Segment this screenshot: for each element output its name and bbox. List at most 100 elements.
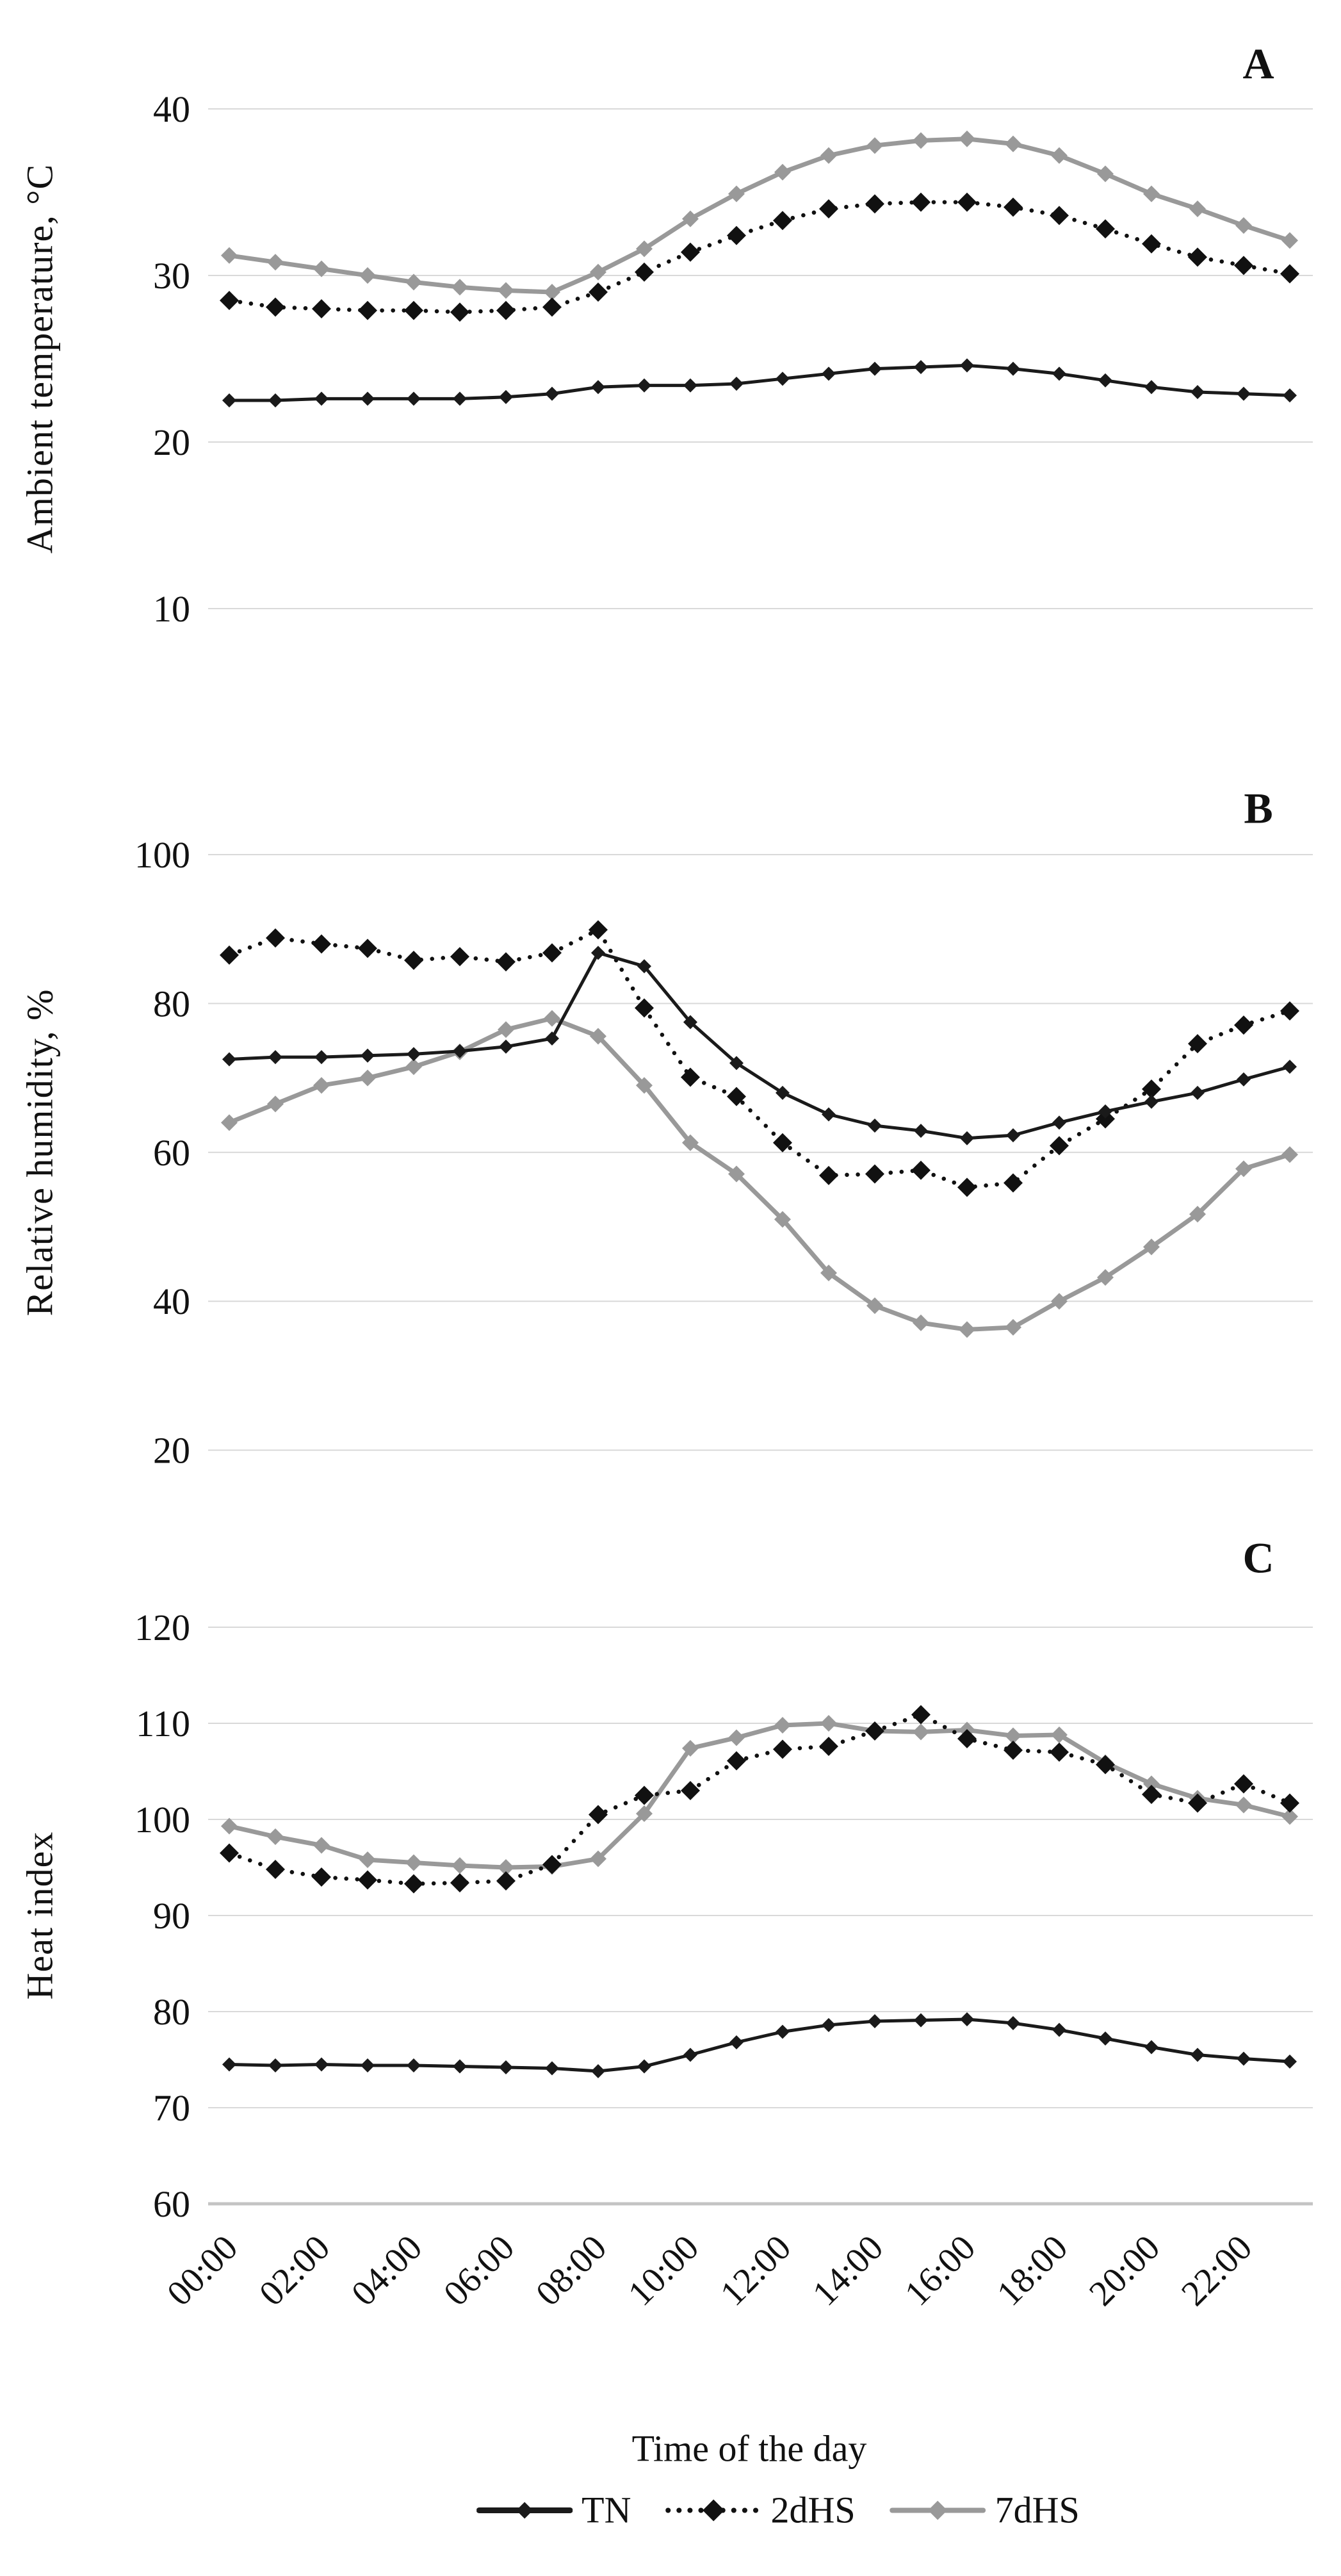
data-point-TN-03:00: [361, 2058, 375, 2072]
data-point-7dHS-23:00: [1281, 1146, 1298, 1163]
data-point-TN-14:00: [868, 2014, 882, 2028]
data-point-2dHS-09:00: [635, 998, 654, 1018]
data-point-TN-12:00: [776, 1085, 790, 1100]
data-point-7dHS-01:00: [267, 1095, 284, 1113]
data-point-7dHS-18:00: [1051, 147, 1068, 164]
data-point-2dHS-12:00: [773, 211, 792, 231]
data-point-2dHS-09:00: [635, 262, 654, 282]
data-point-2dHS-08:00: [589, 1805, 608, 1825]
data-point-7dHS-13:00: [820, 1715, 837, 1732]
data-point-7dHS-21:00: [1189, 201, 1206, 217]
series-markers-2dHS: [220, 920, 1299, 1197]
data-point-TN-03:00: [361, 1048, 375, 1063]
data-point-2dHS-07:00: [542, 297, 562, 317]
series-line-TN: [227, 363, 1292, 402]
data-point-2dHS-18:00: [1050, 1136, 1069, 1156]
data-point-7dHS-13:00: [820, 1265, 837, 1282]
data-point-TN-00:00: [222, 393, 236, 407]
data-point-7dHS-08:00: [590, 1028, 606, 1045]
data-point-2dHS-19:00: [1096, 1755, 1115, 1775]
x-tick-label-22:00: 22:00: [1174, 2227, 1260, 2313]
data-point-TN-05:00: [453, 1044, 467, 1058]
data-point-2dHS-23:00: [1280, 264, 1299, 284]
data-point-TN-01:00: [268, 1050, 282, 1065]
data-point-2dHS-05:00: [450, 302, 469, 322]
data-point-2dHS-14:00: [865, 1721, 884, 1741]
data-point-TN-19:00: [1098, 1104, 1112, 1119]
data-point-TN-15:00: [914, 2013, 928, 2028]
data-point-2dHS-15:00: [911, 1705, 931, 1725]
data-point-TN-01:00: [268, 393, 282, 407]
data-point-TN-06:00: [499, 2060, 513, 2074]
data-point-2dHS-22:00: [1234, 256, 1253, 275]
series-markers-TN: [222, 2012, 1297, 2078]
diamond-marker-icon: [703, 2499, 725, 2521]
series-markers-7dHS: [221, 130, 1298, 300]
data-point-TN-16:00: [960, 2012, 974, 2026]
data-point-7dHS-06:00: [498, 1859, 514, 1876]
x-tick-label-18:00: 18:00: [989, 2227, 1075, 2313]
y-tick-label: 30: [153, 255, 190, 297]
panel-a: 40 30 20 10: [153, 88, 1313, 630]
data-point-7dHS-01:00: [267, 254, 284, 271]
series-line-7dHS: [227, 1016, 1292, 1332]
x-axis-title: Time of the day: [631, 2427, 867, 2470]
data-point-7dHS-17:00: [1005, 1727, 1021, 1744]
x-tick-label-20:00: 20:00: [1082, 2227, 1167, 2313]
diamond-marker-icon: [516, 2502, 533, 2518]
y-tick-label: 110: [136, 1703, 190, 1744]
data-point-2dHS-10:00: [681, 242, 700, 262]
panel-letter-b: B: [1244, 783, 1273, 833]
data-point-7dHS-04:00: [405, 274, 422, 291]
data-point-TN-11:00: [729, 1056, 744, 1071]
data-point-7dHS-00:00: [221, 1817, 238, 1835]
data-point-7dHS-12:00: [774, 1717, 791, 1734]
data-point-2dHS-16:00: [957, 1729, 977, 1748]
data-point-TN-10:00: [683, 1015, 697, 1030]
data-point-7dHS-20:00: [1143, 1238, 1160, 1256]
series-markers-7dHS: [221, 1715, 1298, 1876]
data-point-TN-10:00: [683, 2047, 697, 2062]
data-point-TN-23:00: [1283, 388, 1297, 403]
data-point-TN-23:00: [1283, 1060, 1297, 1074]
y-axis-title-heat-index: Heat index: [19, 1831, 61, 2000]
data-point-2dHS-20:00: [1142, 1079, 1161, 1099]
panel-letter-a: A: [1242, 39, 1274, 88]
data-point-TN-20:00: [1144, 1094, 1158, 1109]
data-point-TN-18:00: [1052, 366, 1066, 381]
legend-item-TN: TN: [476, 2489, 631, 2532]
data-point-2dHS-12:00: [773, 1739, 792, 1759]
data-point-TN-03:00: [361, 391, 375, 406]
data-point-2dHS-06:00: [496, 952, 516, 972]
data-point-TN-12:00: [776, 372, 790, 386]
data-point-7dHS-16:00: [959, 130, 975, 147]
data-point-2dHS-11:00: [727, 1751, 746, 1771]
series-line-TN: [227, 2017, 1292, 2073]
data-point-7dHS-02:00: [313, 260, 330, 277]
data-point-TN-21:00: [1191, 385, 1205, 399]
x-tick-label-04:00: 04:00: [344, 2227, 430, 2313]
data-point-TN-12:00: [776, 2024, 790, 2039]
data-point-TN-00:00: [222, 2057, 236, 2072]
x-tick-label-16:00: 16:00: [897, 2227, 983, 2313]
data-point-7dHS-19:00: [1097, 1269, 1114, 1286]
data-point-2dHS-03:00: [358, 1870, 377, 1890]
data-point-2dHS-00:00: [220, 291, 239, 310]
data-point-7dHS-05:00: [451, 1857, 468, 1874]
data-point-7dHS-21:00: [1189, 1206, 1206, 1223]
y-tick-label: 60: [153, 1132, 190, 1174]
data-point-TN-13:00: [822, 2018, 836, 2032]
data-point-2dHS-03:00: [358, 939, 377, 958]
chart-legend: TN 2dHS 7dHS: [476, 2489, 1080, 2532]
x-axis-tick-labels: 00:00 02:00 04:00 06:00 08:00 10:00 12:00 14:00…: [159, 2227, 1260, 2313]
series-markers-7dHS: [221, 1010, 1298, 1338]
data-point-2dHS-16:00: [957, 192, 977, 212]
data-point-7dHS-07:00: [544, 1010, 560, 1027]
data-point-TN-07:00: [545, 2061, 559, 2076]
data-point-TN-22:00: [1237, 2051, 1251, 2066]
data-point-TN-08:00: [591, 380, 605, 395]
data-point-7dHS-19:00: [1097, 165, 1114, 183]
legend-swatch-2dHS: [665, 2499, 762, 2521]
